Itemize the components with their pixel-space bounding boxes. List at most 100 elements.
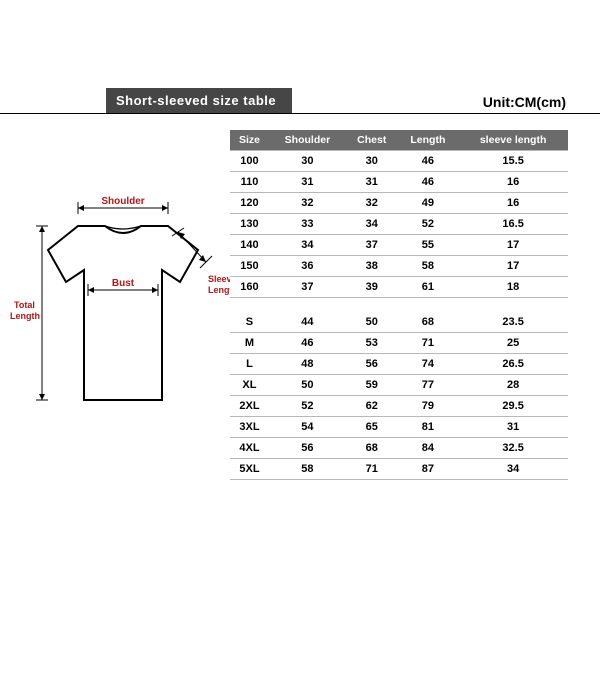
table-cell: 74 <box>398 353 459 374</box>
table-cell: 150 <box>230 256 269 277</box>
table-row: 2XL52627929.5 <box>230 395 568 416</box>
table-row: XL50597728 <box>230 374 568 395</box>
total-label-2: Length <box>10 311 40 321</box>
table-cell: 77 <box>398 374 459 395</box>
table-cell: S <box>230 312 269 333</box>
total-label-1: Total <box>14 300 35 310</box>
table-cell: 46 <box>398 172 459 193</box>
table-cell: 37 <box>269 277 346 298</box>
table-cell: 52 <box>398 214 459 235</box>
unit-label: Unit:CM(cm) <box>483 94 566 113</box>
table-cell: 34 <box>346 214 398 235</box>
table-row: 14034375517 <box>230 235 568 256</box>
table-cell: 16 <box>458 193 568 214</box>
title-block: Short-sleeved size table <box>106 88 292 113</box>
table-row: 5XL58718734 <box>230 458 568 479</box>
table-cell: 65 <box>346 416 398 437</box>
table-cell: 100 <box>230 151 269 172</box>
table-cell: L <box>230 353 269 374</box>
table-cell: 28 <box>458 374 568 395</box>
table-cell: 81 <box>398 416 459 437</box>
sleeve-label-2: Length <box>208 285 230 295</box>
table-cell: 160 <box>230 277 269 298</box>
table-cell: 34 <box>269 235 346 256</box>
table-row: S44506823.5 <box>230 312 568 333</box>
table-cell: 17 <box>458 256 568 277</box>
table-cell: 4XL <box>230 437 269 458</box>
table-cell: 18 <box>458 277 568 298</box>
table-cell: 68 <box>398 312 459 333</box>
table-cell: 71 <box>398 332 459 353</box>
size-table: Size Shoulder Chest Length sleeve length… <box>230 130 568 480</box>
table-cell: 110 <box>230 172 269 193</box>
header-bar: Short-sleeved size table Unit:CM(cm) <box>0 88 600 114</box>
table-cell: 56 <box>269 437 346 458</box>
table-cell: 62 <box>346 395 398 416</box>
table-cell: 52 <box>269 395 346 416</box>
table-cell: 59 <box>346 374 398 395</box>
table-cell: 79 <box>398 395 459 416</box>
table-cell: 32 <box>269 193 346 214</box>
table-row: 11031314616 <box>230 172 568 193</box>
table-cell: 48 <box>269 353 346 374</box>
col-chest: Chest <box>346 130 398 151</box>
table-cell: 50 <box>269 374 346 395</box>
table-row: 4XL56688432.5 <box>230 437 568 458</box>
table-cell: 31 <box>269 172 346 193</box>
table-cell: 32.5 <box>458 437 568 458</box>
table-cell: XL <box>230 374 269 395</box>
table-cell: 23.5 <box>458 312 568 333</box>
table-row: 3XL54658131 <box>230 416 568 437</box>
table-cell: 130 <box>230 214 269 235</box>
table-cell: 25 <box>458 332 568 353</box>
table-cell: 33 <box>269 214 346 235</box>
table-cell: 31 <box>458 416 568 437</box>
col-shoulder: Shoulder <box>269 130 346 151</box>
table-cell: M <box>230 332 269 353</box>
table-cell: 68 <box>346 437 398 458</box>
table-cell: 5XL <box>230 458 269 479</box>
table-cell: 50 <box>346 312 398 333</box>
table-cell: 2XL <box>230 395 269 416</box>
table-row: 10030304615.5 <box>230 151 568 172</box>
table-header: Size Shoulder Chest Length sleeve length <box>230 130 568 151</box>
tbody-kids: 10030304615.5110313146161203232491613033… <box>230 151 568 298</box>
table-cell: 54 <box>269 416 346 437</box>
table-cell: 140 <box>230 235 269 256</box>
table-row: 15036385817 <box>230 256 568 277</box>
table-cell: 55 <box>398 235 459 256</box>
shoulder-label: Shoulder <box>101 196 144 207</box>
table-cell: 38 <box>346 256 398 277</box>
table-cell: 3XL <box>230 416 269 437</box>
table-cell: 39 <box>346 277 398 298</box>
table-cell: 15.5 <box>458 151 568 172</box>
table-cell: 71 <box>346 458 398 479</box>
bust-label: Bust <box>112 278 135 289</box>
col-sleeve: sleeve length <box>458 130 568 151</box>
shirt-svg: Shoulder Bust Sleeve Length <box>10 190 230 450</box>
table-cell: 58 <box>269 458 346 479</box>
table-cell: 32 <box>346 193 398 214</box>
table-cell: 17 <box>458 235 568 256</box>
table-cell: 37 <box>346 235 398 256</box>
table-cell: 49 <box>398 193 459 214</box>
table-cell: 30 <box>346 151 398 172</box>
table-cell: 84 <box>398 437 459 458</box>
table-cell: 46 <box>398 151 459 172</box>
col-length: Length <box>398 130 459 151</box>
table-row: L48567426.5 <box>230 353 568 374</box>
table-cell: 58 <box>398 256 459 277</box>
table-cell: 56 <box>346 353 398 374</box>
table-cell: 61 <box>398 277 459 298</box>
table-cell: 53 <box>346 332 398 353</box>
sleeve-label-1: Sleeve <box>208 274 230 284</box>
tables-container: Size Shoulder Chest Length sleeve length… <box>230 130 568 480</box>
col-size: Size <box>230 130 269 151</box>
content-area: Shoulder Bust Sleeve Length <box>0 114 600 480</box>
table-row: 16037396118 <box>230 277 568 298</box>
table-cell: 87 <box>398 458 459 479</box>
table-cell: 16 <box>458 172 568 193</box>
table-cell: 46 <box>269 332 346 353</box>
table-row: 13033345216.5 <box>230 214 568 235</box>
table-cell: 30 <box>269 151 346 172</box>
